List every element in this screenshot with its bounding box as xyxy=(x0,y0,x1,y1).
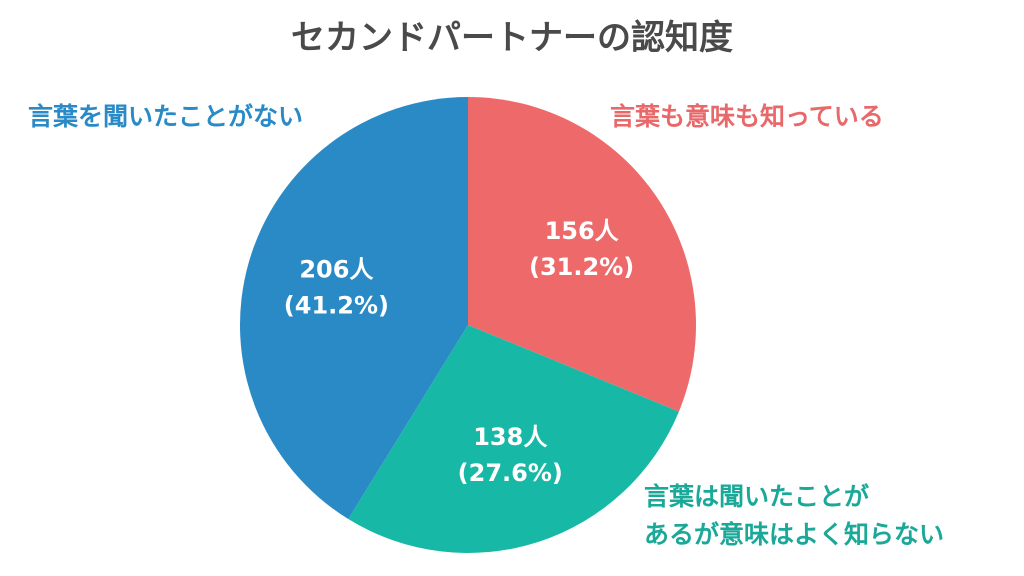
slice-count-label: 138人 xyxy=(473,423,547,451)
pie-slice xyxy=(348,325,679,554)
legend-label-line: あるが意味はよく知らない xyxy=(644,520,945,549)
chart-title: セカンドパートナーの認知度 xyxy=(291,18,733,58)
slice-percent-label: (31.2%) xyxy=(529,253,634,281)
slice-percent-label: (27.6%) xyxy=(458,459,563,487)
slice-percent-label: (41.2%) xyxy=(284,292,389,320)
legend-label-line: 言葉は聞いたことが xyxy=(644,482,870,511)
legend-label-heard-not-know: 言葉は聞いたことが あるが意味はよく知らない xyxy=(644,478,944,554)
legend-label-never-heard: 言葉を聞いたことがない xyxy=(28,102,304,131)
pie-slice xyxy=(240,97,468,520)
pie-slice xyxy=(468,97,696,412)
slice-count-label: 206人 xyxy=(299,256,373,284)
legend-label-know-both: 言葉も意味も知っている xyxy=(610,102,884,131)
slice-count-label: 156人 xyxy=(545,217,619,245)
